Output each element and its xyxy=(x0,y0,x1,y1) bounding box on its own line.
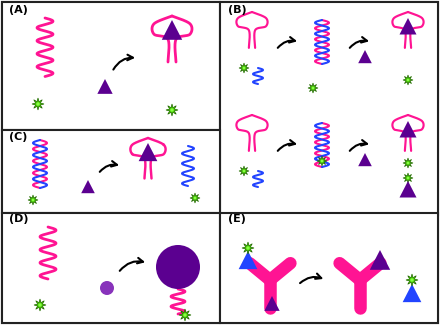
Text: (D): (D) xyxy=(9,214,29,224)
Polygon shape xyxy=(403,284,422,302)
Circle shape xyxy=(407,162,409,164)
Bar xyxy=(220,2,438,215)
Polygon shape xyxy=(403,173,413,183)
Circle shape xyxy=(246,246,249,250)
Text: (E): (E) xyxy=(228,214,246,224)
Polygon shape xyxy=(400,121,417,137)
Polygon shape xyxy=(28,195,38,205)
Polygon shape xyxy=(406,274,418,286)
Polygon shape xyxy=(139,143,158,161)
Polygon shape xyxy=(242,242,254,254)
Circle shape xyxy=(407,79,409,81)
Polygon shape xyxy=(403,158,413,168)
Polygon shape xyxy=(239,166,249,176)
Polygon shape xyxy=(264,296,280,311)
Bar xyxy=(220,213,438,323)
Polygon shape xyxy=(400,18,417,34)
Bar xyxy=(2,2,220,130)
Circle shape xyxy=(312,86,315,89)
Polygon shape xyxy=(400,181,417,198)
Circle shape xyxy=(194,197,196,200)
Polygon shape xyxy=(403,75,413,85)
Circle shape xyxy=(100,281,114,295)
Polygon shape xyxy=(32,98,44,110)
Polygon shape xyxy=(97,79,113,94)
Circle shape xyxy=(242,67,246,70)
Polygon shape xyxy=(308,83,318,93)
Polygon shape xyxy=(238,251,257,269)
Text: (A): (A) xyxy=(9,5,28,15)
Text: (C): (C) xyxy=(9,132,27,142)
Polygon shape xyxy=(34,299,46,311)
Text: (B): (B) xyxy=(228,5,247,15)
Polygon shape xyxy=(239,63,249,73)
Polygon shape xyxy=(317,156,327,166)
Polygon shape xyxy=(358,50,372,63)
Polygon shape xyxy=(162,20,182,40)
Circle shape xyxy=(183,313,187,317)
Circle shape xyxy=(411,278,414,282)
Bar xyxy=(2,213,220,323)
Circle shape xyxy=(170,108,174,112)
Polygon shape xyxy=(81,180,95,193)
Circle shape xyxy=(156,245,200,289)
Circle shape xyxy=(321,160,323,162)
Polygon shape xyxy=(358,153,372,166)
Circle shape xyxy=(407,176,409,179)
Polygon shape xyxy=(370,250,390,270)
Circle shape xyxy=(32,199,34,202)
Circle shape xyxy=(38,303,42,307)
Circle shape xyxy=(37,102,40,106)
Polygon shape xyxy=(166,104,178,116)
Polygon shape xyxy=(190,193,200,203)
Circle shape xyxy=(242,170,246,172)
Bar xyxy=(2,130,220,213)
Polygon shape xyxy=(179,309,191,321)
